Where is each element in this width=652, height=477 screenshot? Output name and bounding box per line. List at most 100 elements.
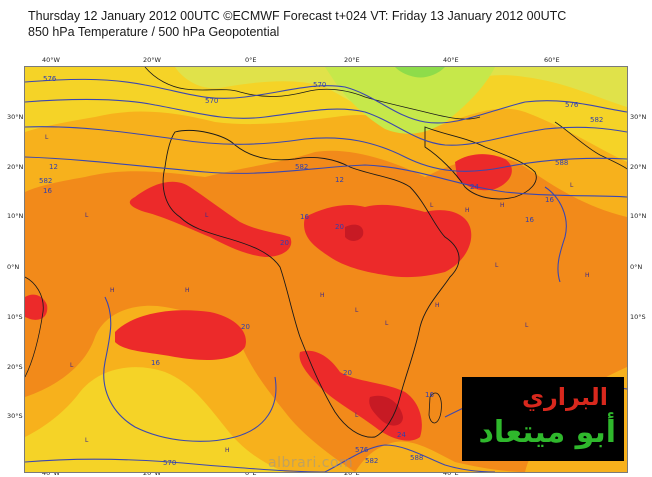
low-letter: L: [525, 322, 529, 329]
low-letter: L: [85, 212, 89, 219]
contour-582: [25, 98, 627, 146]
contour-label-570b: 570: [313, 81, 326, 89]
low-letter: L: [85, 437, 89, 444]
lat-label-0n: 0°N: [7, 263, 20, 271]
coastline-madagascar: [428, 392, 442, 424]
low-letter: L: [205, 212, 209, 219]
lon-label-0e-bottom: 0°E: [245, 469, 257, 477]
lat-label-30s: 30°S: [7, 412, 23, 420]
high-letter: H: [110, 287, 115, 294]
hot-region-south-atlantic: [115, 310, 246, 360]
contour-label-576c: 576: [355, 446, 369, 454]
green-region: [325, 67, 495, 134]
contour-label-588: 588: [555, 159, 568, 167]
low-letter: L: [355, 412, 359, 419]
contour-label-576b: 576: [565, 101, 579, 109]
contour-label-582: 582: [295, 163, 308, 171]
contour-label-20c: 20: [241, 323, 250, 331]
logo-line-bottom: أبو ميتعاد: [478, 415, 616, 450]
high-letter: H: [585, 272, 590, 279]
lon-label-40w-bottom: 40°W: [42, 469, 60, 477]
forecast-title: Thursday 12 January 2012 00UTC ©ECMWF Fo…: [28, 9, 567, 23]
lon-label-40w: 40°W: [42, 56, 60, 64]
forecast-map: 576 570 570 576 582 582 582 588 12 12 16…: [24, 66, 628, 473]
hot-region-arabia: [455, 154, 512, 191]
lat-label-10s-right: 10°S: [630, 313, 646, 321]
high-letter: H: [465, 207, 470, 214]
contour-label-582d: 582: [365, 457, 378, 465]
contour-label-570c: 570: [163, 459, 176, 467]
low-letter: L: [570, 182, 574, 189]
coastline-africa: [162, 130, 460, 438]
contour-label-20b: 20: [335, 223, 344, 231]
contour-label-24b: 24: [397, 431, 406, 439]
contour-label-20d: 20: [343, 369, 352, 377]
high-letter: H: [225, 447, 230, 454]
lon-label-40e-bottom: 40°E: [443, 469, 459, 477]
map-canvas: 576 570 570 576 582 582 582 588 12 12 16…: [25, 67, 627, 472]
lat-label-10n: 10°N: [7, 212, 24, 220]
contour-label-16c: 16: [525, 216, 534, 224]
high-letter: H: [500, 202, 505, 209]
contour-label-12b: 12: [335, 176, 344, 184]
lon-label-0e: 0°E: [245, 56, 257, 64]
site-watermark: albrari.com: [268, 455, 354, 471]
lon-label-20e: 20°E: [344, 56, 360, 64]
contour-label-588b: 588: [410, 454, 423, 462]
low-letter: L: [70, 362, 74, 369]
lon-label-20w-bottom: 20°W: [143, 469, 161, 477]
forecast-subtitle: 850 hPa Temperature / 500 hPa Geopotenti…: [28, 25, 280, 39]
contour-label-20: 20: [280, 239, 289, 247]
contour-label-16f: 16: [425, 391, 434, 399]
contour-label-582b: 582: [39, 177, 52, 185]
logo-line-top: البراري: [521, 383, 608, 411]
hot-region-west-africa: [129, 181, 292, 257]
contour-south-1: [25, 458, 326, 472]
lat-label-30n: 30°N: [7, 113, 24, 121]
lat-label-20n-right: 20°N: [630, 163, 647, 171]
contour-south-atlantic-loop: [103, 296, 277, 442]
high-letter: H: [435, 302, 440, 309]
dark-red-spot-central: [345, 224, 364, 241]
low-letter: L: [355, 307, 359, 314]
low-letter: L: [385, 320, 389, 327]
lat-label-10n-right: 10°N: [630, 212, 647, 220]
light-orange-band-southeast: [355, 441, 525, 472]
coastline-india: [554, 121, 627, 170]
lon-label-20w: 20°W: [143, 56, 161, 64]
lat-label-20n: 20°N: [7, 163, 24, 171]
high-letter: H: [185, 287, 190, 294]
lon-label-60e: 60°E: [544, 56, 560, 64]
hot-region-west-edge: [25, 294, 48, 320]
contour-label-576: 576: [43, 75, 57, 83]
dark-red-southern-africa: [369, 395, 403, 426]
pressure-center-letters: L L L L H H H H H L L L H L L H L L L H: [45, 134, 590, 454]
contour-label-12: 12: [49, 163, 58, 171]
lon-label-40e: 40°E: [443, 56, 459, 64]
coastline-europe-mediterranean: [144, 67, 481, 120]
contour-576: [25, 78, 627, 124]
lat-label-30n-right: 30°N: [630, 113, 647, 121]
coastline-south-america: [25, 276, 44, 378]
contour-label-24: 24: [470, 183, 479, 191]
low-letter: L: [45, 134, 49, 141]
contour-label-16b: 16: [300, 213, 309, 221]
contour-label-16: 16: [43, 187, 52, 195]
high-letter: H: [320, 292, 325, 299]
yellow-band-south: [25, 367, 285, 472]
lat-label-10s: 10°S: [7, 313, 23, 321]
contour-label-16d: 16: [545, 196, 554, 204]
contour-arabian-sea: [544, 186, 567, 283]
contour-label-570: 570: [205, 97, 218, 105]
brand-logo: البراري أبو ميتعاد: [462, 377, 624, 461]
contour-label-16e: 16: [151, 359, 160, 367]
contour-588: [25, 126, 627, 172]
lat-label-0n-right: 0°N: [630, 263, 643, 271]
lon-label-20e-bottom: 20°E: [344, 469, 360, 477]
bright-green-spot: [395, 67, 445, 78]
low-letter: L: [495, 262, 499, 269]
lat-label-20s: 20°S: [7, 363, 23, 371]
contour-592: [25, 156, 627, 198]
hot-region-central-africa: [304, 204, 472, 278]
contour-value-labels: 576 570 570 576 582 582 582 588 12 12 16…: [39, 75, 603, 467]
